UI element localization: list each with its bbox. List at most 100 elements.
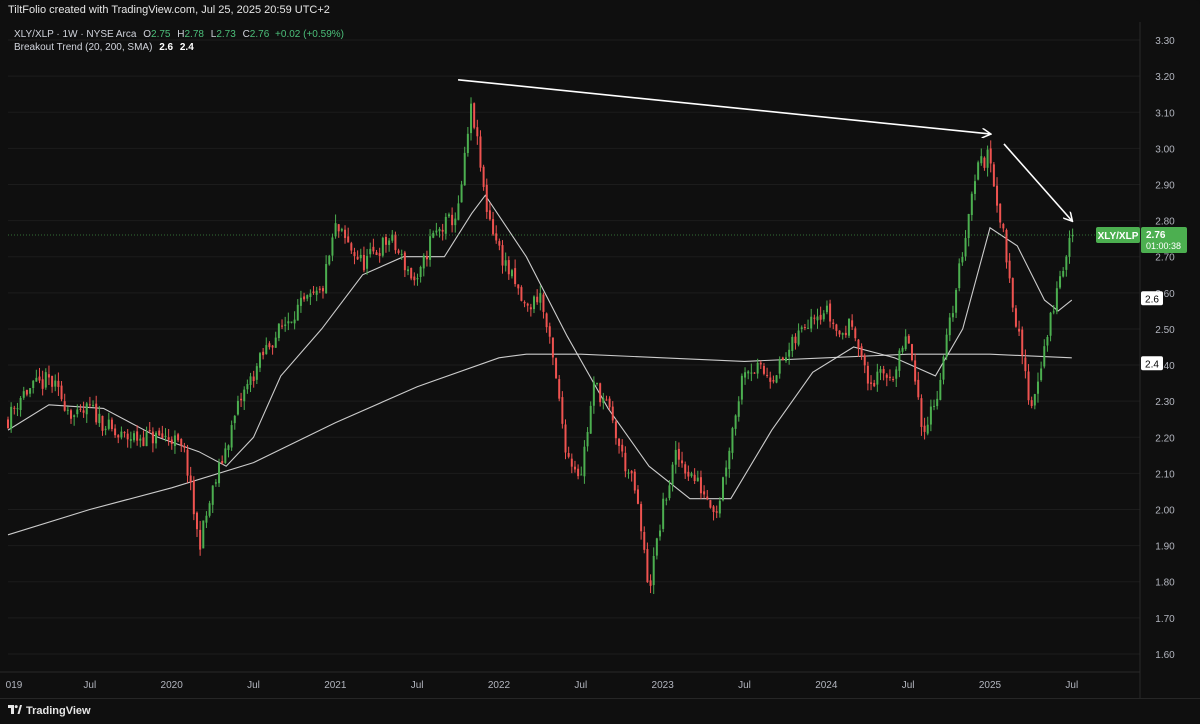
candle-body xyxy=(501,245,504,266)
symbol-line[interactable]: XLY/XLP · 1W · NYSE Arca xyxy=(14,29,137,40)
candle-body xyxy=(192,480,195,515)
candle-body xyxy=(728,450,731,469)
candle-body xyxy=(129,439,132,441)
candle-body xyxy=(492,219,495,235)
candle-body xyxy=(561,397,564,424)
candle-body xyxy=(394,234,397,251)
candle-body xyxy=(668,485,671,499)
candle-body xyxy=(479,136,482,168)
candle-body xyxy=(592,381,595,406)
candle-body xyxy=(384,236,387,245)
candle-body xyxy=(681,460,684,464)
candle-body xyxy=(413,276,416,281)
candle-body xyxy=(539,293,542,303)
candle-body xyxy=(79,408,82,410)
x-tick-label: Jul xyxy=(247,680,260,691)
candle-body xyxy=(873,382,876,387)
candle-body xyxy=(740,375,743,400)
candle-body xyxy=(677,448,680,460)
candle-body xyxy=(183,446,186,448)
candle-body xyxy=(142,437,145,447)
candle-body xyxy=(933,405,936,407)
candle-body xyxy=(271,345,274,348)
candle-body xyxy=(444,216,447,234)
candle-body xyxy=(794,336,797,344)
candle-body xyxy=(287,321,290,324)
tradingview-logo-icon xyxy=(8,705,22,714)
candle-body xyxy=(98,413,101,424)
candle-body xyxy=(372,246,375,252)
candle-body xyxy=(599,383,602,403)
symbol-legend-row[interactable]: XLY/XLP · 1W · NYSE Arca O2.75 H2.78 L2.… xyxy=(14,28,344,41)
y-tick-label: 2.00 xyxy=(1155,506,1175,517)
candle-body xyxy=(7,419,9,429)
open-value: 2.75 xyxy=(151,29,171,40)
candle-body xyxy=(879,369,882,373)
candle-body xyxy=(627,472,630,474)
candle-body xyxy=(347,236,350,243)
candle-body xyxy=(441,229,444,232)
candle-body xyxy=(983,157,986,168)
candle-body xyxy=(318,288,321,290)
indicator-name[interactable]: Breakout Trend (20, 200, SMA) xyxy=(14,42,153,53)
candle-body xyxy=(328,255,331,265)
tradingview-brand[interactable]: TradingView xyxy=(8,705,91,717)
x-tick-label: 2021 xyxy=(324,680,347,691)
candle-body xyxy=(526,303,529,306)
candle-body xyxy=(816,316,819,321)
candle-body xyxy=(388,240,391,245)
y-tick-label: 2.70 xyxy=(1155,253,1175,264)
x-tick-label: 2020 xyxy=(161,680,184,691)
sma-20-line xyxy=(7,194,1073,500)
candle-body xyxy=(243,389,246,402)
y-tick-label: 3.30 xyxy=(1155,36,1175,47)
candle-body xyxy=(362,254,365,271)
candle-body xyxy=(350,243,353,251)
candle-body xyxy=(25,389,28,395)
candle-body xyxy=(51,375,54,387)
candle-body xyxy=(885,374,888,378)
candle-body xyxy=(910,344,913,361)
ma-value-tag-box xyxy=(1141,291,1163,306)
candle-body xyxy=(255,366,258,380)
candle-body xyxy=(517,284,520,289)
candle-body xyxy=(170,439,173,444)
candle-body xyxy=(703,491,706,495)
candle-body xyxy=(69,410,72,419)
candle-body xyxy=(621,444,624,452)
candle-body xyxy=(854,328,857,339)
candle-body xyxy=(151,431,154,444)
candle-body xyxy=(602,398,605,403)
candle-body xyxy=(636,489,639,504)
candle-body xyxy=(1065,256,1068,270)
change-value: +0.02 (+0.59%) xyxy=(275,29,344,40)
candle-body xyxy=(1059,276,1062,288)
candle-body xyxy=(510,270,513,277)
candle-body xyxy=(753,372,756,374)
candle-body xyxy=(996,185,999,206)
candle-body xyxy=(321,288,324,292)
candle-body xyxy=(844,332,847,336)
y-tick-label: 2.80 xyxy=(1155,217,1175,228)
candle-body xyxy=(419,266,422,277)
candle-body xyxy=(788,349,791,357)
indicator-legend-row[interactable]: Breakout Trend (20, 200, SMA) 2.6 2.4 xyxy=(14,41,344,54)
candle-body xyxy=(772,380,775,382)
x-tick-label: Jul xyxy=(83,680,96,691)
candle-body xyxy=(95,403,98,423)
candle-body xyxy=(340,229,343,231)
candle-body xyxy=(1005,229,1008,263)
candle-body xyxy=(1071,235,1074,237)
candle-body xyxy=(1055,288,1058,312)
candle-body xyxy=(737,401,740,417)
candle-body xyxy=(57,380,60,387)
candle-body xyxy=(580,474,583,476)
candle-body xyxy=(1062,271,1065,277)
candle-body xyxy=(41,379,44,389)
candle-body xyxy=(73,415,76,417)
candle-body xyxy=(76,409,79,415)
candle-body xyxy=(306,295,309,299)
candle-body xyxy=(967,213,970,239)
